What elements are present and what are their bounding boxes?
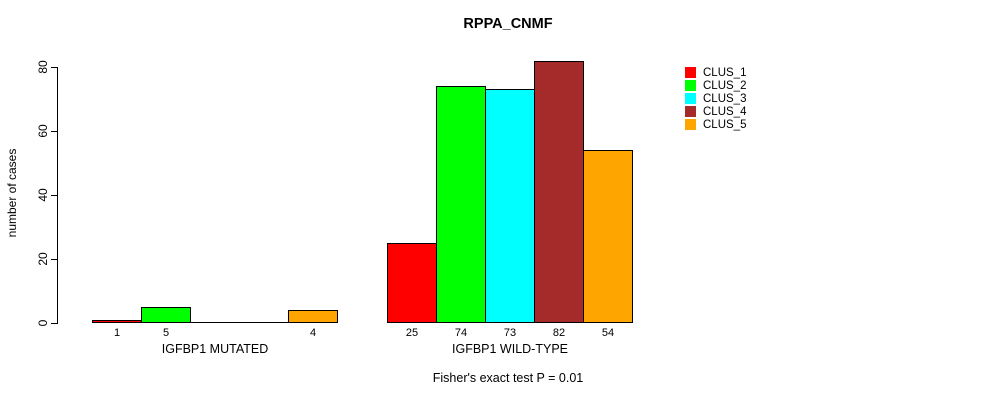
group-label-wildtype: IGFBP1 WILD-TYPE xyxy=(452,342,568,356)
bar-value-label: 5 xyxy=(162,327,170,339)
legend-entry-clus_1: CLUS_1 xyxy=(685,66,746,79)
y-tick-label: 80 xyxy=(36,60,50,74)
legend-swatch-icon xyxy=(685,80,696,91)
bar-clus_4-mutated xyxy=(239,322,289,323)
legend-entry-clus_5: CLUS_5 xyxy=(685,118,746,131)
bar-clus_5-wildtype xyxy=(583,150,633,323)
legend-entry-clus_3: CLUS_3 xyxy=(685,92,746,105)
bar-clus_1-wildtype xyxy=(387,243,437,323)
legend-label: CLUS_2 xyxy=(703,79,747,92)
bar-value-label: 74 xyxy=(454,327,468,339)
legend: CLUS_1 CLUS_2 CLUS_3 CLUS_4 CLUS_5 xyxy=(685,66,746,131)
legend-swatch-icon xyxy=(685,67,696,78)
y-tick-mark xyxy=(51,323,57,324)
y-tick-label: 60 xyxy=(36,124,50,138)
y-tick-label: 40 xyxy=(36,188,50,202)
y-tick-mark xyxy=(51,195,57,196)
fisher-test-annotation: Fisher's exact test P = 0.01 xyxy=(432,371,584,385)
bar-clus_3-mutated xyxy=(190,322,240,323)
legend-label: CLUS_3 xyxy=(703,92,747,105)
y-tick-mark xyxy=(51,259,57,260)
bar-value-label: 54 xyxy=(601,327,615,339)
y-tick-label: 20 xyxy=(36,252,50,266)
y-tick-mark xyxy=(51,131,57,132)
bar-clus_4-wildtype xyxy=(534,61,584,323)
bar-clus_2-wildtype xyxy=(436,86,486,323)
chart-title: RPPA_CNMF xyxy=(463,16,553,32)
y-tick-mark xyxy=(51,67,57,68)
bar-value-label: 73 xyxy=(503,327,517,339)
bar-clus_3-wildtype xyxy=(485,89,535,323)
y-axis-title: number of cases xyxy=(5,148,19,238)
bar-clus_2-mutated xyxy=(141,307,191,323)
bar-clus_1-mutated xyxy=(92,320,142,323)
legend-entry-clus_2: CLUS_2 xyxy=(685,79,746,92)
bar-clus_5-mutated xyxy=(288,310,338,323)
legend-swatch-icon xyxy=(685,93,696,104)
bar-value-label: 1 xyxy=(113,327,121,339)
legend-swatch-icon xyxy=(685,119,696,130)
legend-label: CLUS_5 xyxy=(703,118,747,131)
legend-label: CLUS_1 xyxy=(703,66,747,79)
bar-value-label: 4 xyxy=(309,327,317,339)
bar-value-label: 25 xyxy=(405,327,419,339)
bar-value-label: 82 xyxy=(552,327,566,339)
legend-entry-clus_4: CLUS_4 xyxy=(685,105,746,118)
legend-label: CLUS_4 xyxy=(703,105,747,118)
legend-swatch-icon xyxy=(685,106,696,117)
y-tick-label: 0 xyxy=(36,319,50,327)
group-label-mutated: IGFBP1 MUTATED xyxy=(161,342,269,356)
y-axis-line xyxy=(57,67,58,324)
